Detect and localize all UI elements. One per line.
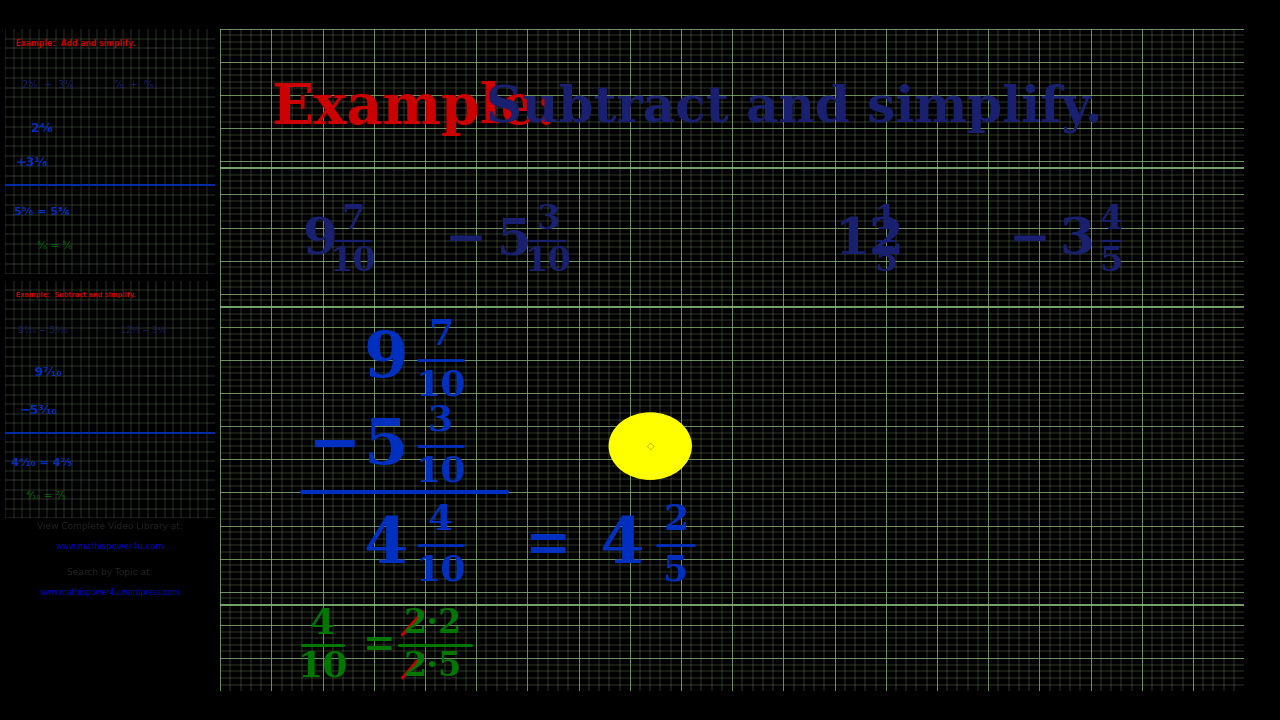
Text: 4: 4	[364, 515, 408, 576]
Text: 4: 4	[428, 503, 453, 537]
Text: 5: 5	[663, 554, 689, 588]
Text: Search by Topic at:: Search by Topic at:	[68, 568, 152, 577]
Text: 10: 10	[297, 649, 348, 683]
Text: 5⁵⁄₆ = 5⅚: 5⁵⁄₆ = 5⅚	[14, 207, 69, 217]
Text: ◇: ◇	[646, 441, 654, 451]
Text: 2: 2	[663, 503, 689, 537]
Ellipse shape	[609, 413, 691, 480]
Text: −: −	[445, 216, 486, 265]
Text: 3: 3	[1060, 216, 1094, 265]
Text: +3¹⁄₆: +3¹⁄₆	[15, 156, 47, 169]
Text: 9⁷⁄₁₀: 9⁷⁄₁₀	[31, 366, 61, 379]
Text: −5³⁄₁₀: −5³⁄₁₀	[19, 404, 58, 417]
Text: 10: 10	[415, 454, 466, 488]
Text: 2⁴⁄₆  +  3¹⁄₆: 2⁴⁄₆ + 3¹⁄₆	[22, 79, 73, 89]
Text: 12: 12	[835, 216, 904, 265]
Text: 4: 4	[599, 515, 644, 576]
Text: 4: 4	[1100, 203, 1123, 236]
Text: −: −	[307, 415, 361, 477]
Text: 4: 4	[310, 607, 335, 641]
Text: 10: 10	[525, 246, 571, 279]
Text: 9⁷⁄₁₀ − 5³⁄₁₀: 9⁷⁄₁₀ − 5³⁄₁₀	[18, 326, 68, 335]
Text: 1: 1	[874, 203, 897, 236]
Text: 10: 10	[415, 368, 466, 402]
Text: 9: 9	[302, 216, 337, 265]
Text: Example:: Example:	[271, 81, 557, 136]
Text: View Complete Video Library at:: View Complete Video Library at:	[37, 522, 183, 531]
Text: Subtract and simplify.: Subtract and simplify.	[486, 84, 1102, 133]
Text: 4⁴⁄₁₀ = 4²⁄₅: 4⁴⁄₁₀ = 4²⁄₅	[12, 458, 73, 468]
Text: −: −	[1009, 216, 1050, 265]
Text: 7: 7	[428, 318, 453, 352]
Text: Example:  Subtract and simplify.: Example: Subtract and simplify.	[15, 292, 136, 298]
Text: ⁵⁄₆ = ⁵⁄₆: ⁵⁄₆ = ⁵⁄₆	[37, 241, 72, 251]
Text: ⁴⁄₁₀ = ²⁄₅: ⁴⁄₁₀ = ²⁄₅	[26, 491, 65, 501]
Text: ⁷⁄₈  +  ⁸⁄₈: ⁷⁄₈ + ⁸⁄₈	[114, 79, 154, 89]
Text: 3: 3	[428, 404, 453, 438]
Text: =: =	[362, 626, 396, 664]
Text: 2·5: 2·5	[404, 649, 462, 683]
Text: =: =	[525, 518, 571, 573]
Text: 12¹⁄₅ − 3⁴⁄₅: 12¹⁄₅ − 3⁴⁄₅	[120, 326, 165, 335]
Text: 7: 7	[342, 203, 365, 236]
Text: 5: 5	[364, 415, 408, 477]
Text: 3: 3	[536, 203, 559, 236]
Text: 2·2: 2·2	[404, 607, 462, 640]
Text: Example:  Add and simplify.: Example: Add and simplify.	[15, 39, 136, 48]
Text: 5: 5	[1100, 246, 1123, 279]
Text: 2⁴⁄₆: 2⁴⁄₆	[22, 122, 52, 135]
Text: 10: 10	[415, 554, 466, 588]
Text: 9: 9	[364, 330, 408, 390]
Text: www.mathispower4u.com: www.mathispower4u.com	[56, 541, 164, 551]
Text: 5: 5	[874, 246, 897, 279]
Text: www.mathispower4u.wordpress.com: www.mathispower4u.wordpress.com	[40, 588, 180, 597]
Text: 5: 5	[497, 216, 531, 265]
Text: 10: 10	[330, 246, 376, 279]
